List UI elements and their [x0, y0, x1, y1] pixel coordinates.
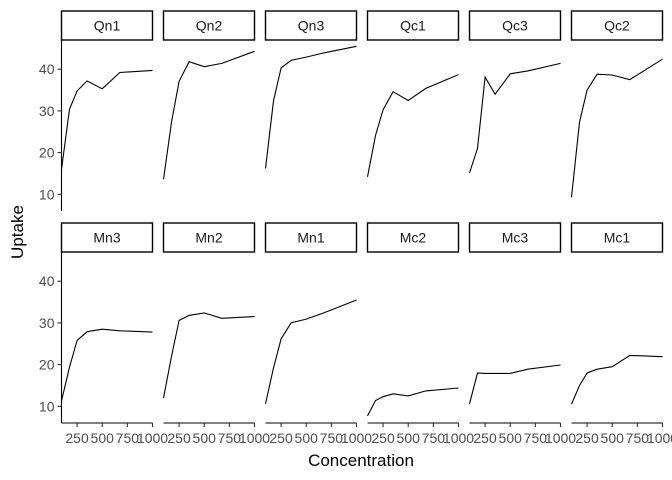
facet-strip-label: Mn1: [297, 230, 324, 246]
facet-strip: [366, 222, 460, 253]
facet-strip: [570, 10, 664, 41]
facet-strip-label: Qc3: [502, 18, 528, 34]
x-tick-label: 500: [499, 430, 523, 446]
x-tick-label: 1000: [239, 430, 270, 446]
x-tick-label: 250: [167, 430, 191, 446]
series-line-qn3: [264, 45, 357, 169]
x-tick-label: 500: [397, 430, 421, 446]
series-line-mc1: [570, 354, 663, 405]
x-tick-label: 1000: [137, 430, 168, 446]
x-tick-label: 750: [626, 430, 650, 446]
x-tick-label: 1000: [341, 430, 372, 446]
facet-strip-label: Qc2: [604, 18, 630, 34]
y-tick-label: 10: [39, 186, 55, 202]
series-line-mc3: [468, 364, 561, 404]
facet-strip: [366, 10, 460, 41]
facet-strip-label: Qn2: [196, 18, 223, 34]
series-line-qc2: [570, 58, 663, 198]
facet-strip-label: Mn2: [195, 230, 222, 246]
facet-strip-label: Mc1: [604, 230, 631, 246]
facet-strip: [162, 10, 256, 41]
y-tick-label: 30: [39, 103, 55, 119]
facet-panel-qn3: Qn3: [264, 10, 358, 169]
series-line-mn1: [264, 299, 357, 404]
facet-panel-qn2: Qn2: [162, 10, 256, 180]
y-tick-label: 40: [39, 273, 55, 289]
facet-strip: [468, 222, 562, 253]
y-tick-label: 20: [39, 145, 55, 161]
x-tick-label: 1000: [647, 430, 672, 446]
facet-panel-qc2: Qc2: [570, 10, 664, 198]
x-tick-label: 500: [91, 430, 115, 446]
facet-strip: [264, 10, 358, 41]
facet-panel-qc1: Qc1: [366, 10, 460, 177]
y-tick-label: 40: [39, 61, 55, 77]
x-tick-label: 250: [269, 430, 293, 446]
y-tick-label: 10: [39, 398, 55, 414]
facet-strip-label: Qn1: [94, 18, 121, 34]
x-tick-label: 500: [295, 430, 319, 446]
series-line-mn3: [60, 328, 153, 402]
x-tick-label: 250: [65, 430, 89, 446]
facet-strip-label: Mc3: [502, 230, 529, 246]
series-line-mn2: [162, 312, 255, 399]
series-line-mc2: [367, 387, 459, 417]
x-tick-label: 750: [218, 430, 242, 446]
x-tick-label: 250: [575, 430, 599, 446]
y-tick-label: 30: [39, 315, 55, 331]
facet-strip-label: Mc2: [400, 230, 427, 246]
series-line-qc1: [366, 74, 459, 177]
series-line-qn1: [60, 69, 153, 170]
facet-strip-label: Qc1: [400, 18, 426, 34]
facet-strip: [60, 10, 154, 41]
facet-strip: [570, 222, 664, 253]
x-tick-label: 500: [193, 430, 217, 446]
series-line-qc3: [468, 62, 561, 174]
facet-strip: [60, 222, 154, 253]
x-tick-label: 1000: [443, 430, 474, 446]
y-axis-title: Uptake: [8, 205, 27, 259]
x-tick-label: 250: [371, 430, 395, 446]
x-tick-label: 1000: [545, 430, 576, 446]
x-tick-label: 750: [524, 430, 548, 446]
y-tick-label: 20: [39, 357, 55, 373]
facet-strip-label: Qn3: [298, 18, 325, 34]
x-tick-label: 500: [601, 430, 625, 446]
facet-strip: [468, 10, 562, 41]
x-axis-title: Concentration: [308, 451, 414, 470]
x-tick-label: 250: [473, 430, 497, 446]
series-line-qn2: [162, 50, 255, 180]
facet-panel-qn1: Qn1 10 20 30 40: [39, 10, 154, 211]
facet-strip-label: Mn3: [93, 230, 120, 246]
x-tick-label: 750: [422, 430, 446, 446]
facet-panel-qc3: Qc3: [468, 10, 562, 174]
x-tick-label: 750: [116, 430, 140, 446]
facet-strip: [264, 222, 358, 253]
facet-strip: [162, 222, 256, 253]
x-tick-label: 750: [320, 430, 344, 446]
